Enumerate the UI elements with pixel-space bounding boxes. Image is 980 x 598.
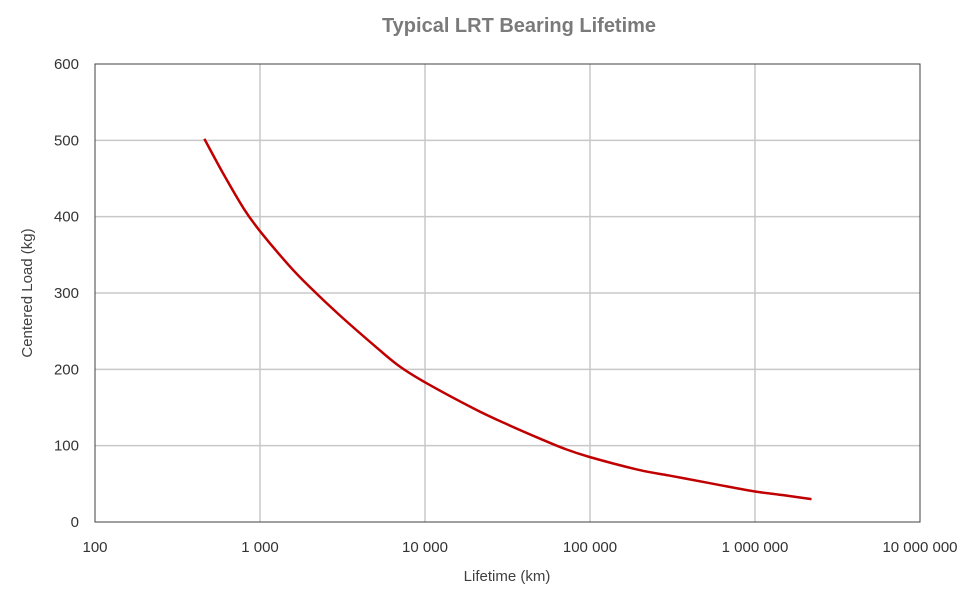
y-tick-label: 500 bbox=[54, 132, 79, 149]
plot-frame bbox=[94, 63, 921, 523]
y-tick-label: 100 bbox=[54, 438, 79, 455]
x-tick-label: 10 000 bbox=[402, 539, 448, 556]
x-tick-label: 100 bbox=[82, 539, 107, 556]
x-tick-label: 100 000 bbox=[563, 539, 617, 556]
y-tick-label: 300 bbox=[54, 285, 79, 302]
y-tick-label: 400 bbox=[54, 209, 79, 226]
grid-lines bbox=[95, 64, 920, 522]
x-tick-label: 1 000 bbox=[241, 539, 279, 556]
y-axis-label: Centered Load (kg) bbox=[19, 228, 36, 357]
y-tick-label: 600 bbox=[54, 56, 79, 73]
x-tick-label: 10 000 000 bbox=[882, 539, 957, 556]
y-tick-labels: 0 100 200 300 400 500 600 bbox=[54, 56, 79, 531]
x-tick-label: 1 000 000 bbox=[722, 539, 789, 556]
x-tick-labels: 100 1 000 10 000 100 000 1 000 000 10 000 000 bbox=[82, 539, 957, 556]
y-tick-label: 0 bbox=[71, 514, 79, 531]
series-layer bbox=[203, 138, 812, 501]
series-line bbox=[203, 138, 812, 501]
x-axis-label: Lifetime (km) bbox=[464, 568, 551, 585]
y-tick-label: 200 bbox=[54, 361, 79, 378]
chart-title: Typical LRT Bearing Lifetime bbox=[382, 15, 656, 37]
